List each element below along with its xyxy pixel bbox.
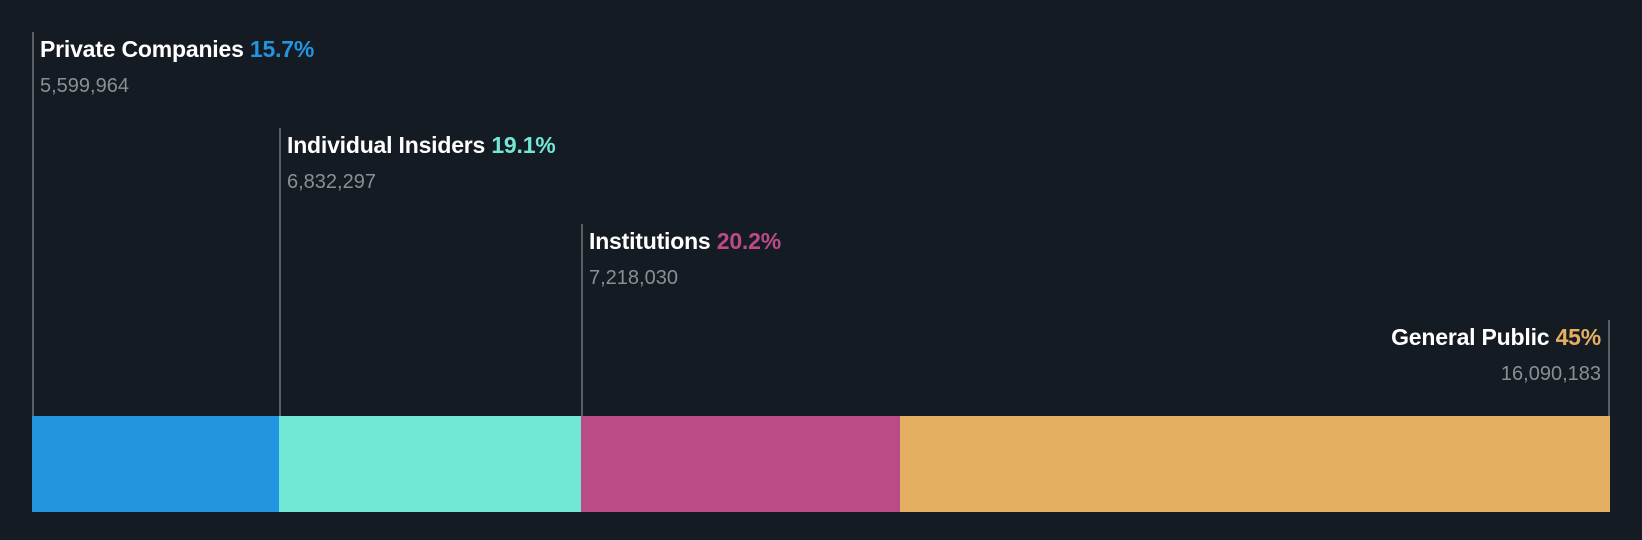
category-percent: 15.7% xyxy=(249,36,315,62)
leader-line-private-companies xyxy=(32,32,34,416)
leader-line-general-public xyxy=(1608,320,1610,416)
category-percent: 45% xyxy=(1555,324,1602,350)
category-percent: 20.2% xyxy=(716,228,781,254)
bar-segment-institutions xyxy=(581,416,900,512)
category-name: Individual Insiders xyxy=(287,132,486,158)
label-institutions: Institutions 20.2% 7,218,030 xyxy=(589,227,781,291)
leader-line-institutions xyxy=(581,224,583,416)
category-percent: 19.1% xyxy=(491,132,556,158)
label-general-public: General Public 45% 16,090,183 xyxy=(1391,323,1601,387)
bar-segment-individual-insiders xyxy=(279,416,581,512)
category-shares: 6,832,297 xyxy=(287,171,376,193)
category-shares: 5,599,964 xyxy=(40,75,129,97)
leader-line-individual-insiders xyxy=(279,128,281,416)
label-individual-insiders: Individual Insiders 19.1% 6,832,297 xyxy=(287,131,556,195)
category-name: Private Companies xyxy=(40,36,244,62)
bar-segment-general-public xyxy=(900,416,1610,512)
category-name: Institutions xyxy=(589,228,711,254)
label-private-companies: Private Companies 15.7% 5,599,964 xyxy=(40,35,314,99)
bar-segment-private-companies xyxy=(32,416,279,512)
category-shares: 7,218,030 xyxy=(589,267,678,289)
category-shares: 16,090,183 xyxy=(1500,363,1601,385)
category-name: General Public xyxy=(1391,324,1550,350)
